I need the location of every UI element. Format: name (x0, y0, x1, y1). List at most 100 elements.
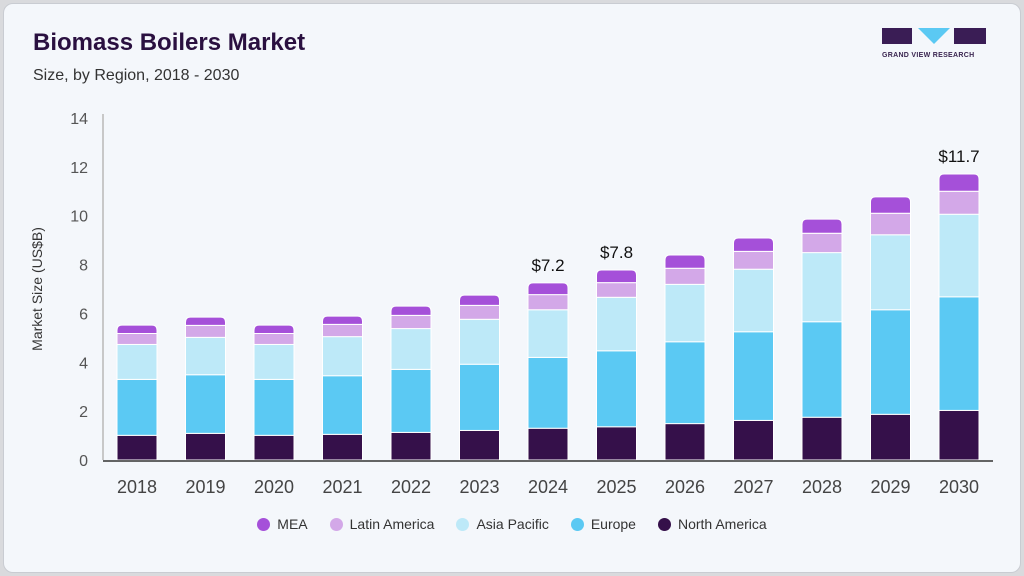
bar-segment-asia-pacific (733, 268, 774, 333)
x-tick-label: 2018 (117, 477, 157, 497)
legend-item-asia-pacific[interactable]: Asia Pacific (456, 516, 549, 532)
bar-segment-latin-america (938, 190, 980, 215)
bar-segment-mea (938, 173, 980, 192)
y-tick-label: 12 (70, 160, 88, 177)
bar-segment-europe (870, 309, 911, 415)
bar-segment-asia-pacific (801, 252, 843, 323)
x-tick-label: 2022 (391, 477, 431, 497)
bar-segment-europe (253, 378, 295, 436)
bar-segment-asia-pacific (527, 309, 569, 358)
bar-segment-europe (459, 363, 500, 431)
x-tick-label: 2020 (254, 477, 294, 497)
x-tick-label: 2030 (939, 477, 979, 497)
bar-segment-north-america (870, 413, 911, 461)
bar-segment-asia-pacific (116, 343, 158, 380)
bar-segment-mea (116, 324, 158, 334)
bar-segment-north-america (938, 409, 980, 461)
bar-segment-asia-pacific (322, 336, 363, 377)
bar-segment-latin-america (801, 232, 843, 254)
bar-segment-asia-pacific (185, 336, 226, 376)
legend-item-north-america[interactable]: North America (657, 516, 767, 532)
bar-segment-mea (664, 254, 706, 269)
bars: $7.2 $7.8 $11.7 (116, 147, 980, 461)
bar-segment-asia-pacific (253, 343, 295, 380)
y-axis: 0 2 4 6 8 10 12 14 (70, 111, 104, 470)
bar-segment-asia-pacific (390, 328, 432, 370)
bar-segment-latin-america (390, 314, 432, 330)
bar-segment-europe (527, 356, 569, 429)
legend-label: Europe (590, 516, 636, 532)
legend-label: Latin America (349, 516, 435, 532)
bar-segment-mea (527, 282, 569, 296)
bar-segment-mea (801, 218, 843, 234)
bar-segment-latin-america (733, 250, 774, 270)
bar-segment-asia-pacific (596, 296, 637, 352)
bar-segment-europe (390, 368, 432, 433)
legend-item-latin-america[interactable]: Latin America (329, 516, 435, 532)
total-data-label: $7.2 (531, 256, 564, 275)
bar-segment-north-america (459, 429, 500, 461)
y-tick-label: 14 (70, 111, 88, 128)
y-tick-label: 2 (79, 404, 88, 421)
bar-segment-asia-pacific (459, 318, 500, 365)
bar-segment-north-america (322, 433, 363, 461)
y-tick-label: 8 (79, 258, 88, 275)
bar-segment-latin-america (596, 282, 637, 298)
bar-segment-mea (870, 196, 911, 214)
x-tick-label: 2019 (185, 477, 225, 497)
y-tick-label: 10 (70, 209, 88, 226)
legend-swatch-icon (570, 517, 584, 531)
bar-segment-europe (116, 378, 158, 436)
x-tick-label: 2027 (733, 477, 773, 497)
legend-label: Asia Pacific (476, 516, 549, 532)
bar-segment-north-america (185, 432, 226, 461)
bar-segment-mea (322, 315, 363, 325)
legend-swatch-icon (329, 517, 343, 531)
bar-segment-latin-america (116, 332, 158, 345)
y-tick-label: 0 (79, 453, 88, 470)
x-tick-label: 2024 (528, 477, 568, 497)
bar-segment-europe (733, 331, 774, 421)
grand-view-research-logo: GRAND VIEW RESEARCH (882, 26, 986, 59)
bar-segment-north-america (116, 434, 158, 461)
bar-segment-mea (185, 316, 226, 326)
page-title: Biomass Boilers Market (33, 29, 306, 56)
bar-segment-europe (185, 374, 226, 434)
total-data-label: $11.7 (938, 147, 979, 166)
x-tick-label: 2023 (459, 477, 499, 497)
page-subtitle: Size, by Region, 2018 - 2030 (33, 67, 240, 84)
bar-segment-mea (390, 305, 432, 316)
x-tick-label: 2026 (665, 477, 705, 497)
logo-mark-icon (882, 28, 986, 44)
bar-segment-latin-america (664, 267, 706, 285)
total-data-label: $7.8 (600, 243, 633, 262)
bar-segment-asia-pacific (664, 283, 706, 343)
legend: MEA Latin America Asia Pacific Europe North … (0, 516, 1024, 532)
bar-segment-north-america (596, 426, 637, 461)
x-tick-label: 2025 (596, 477, 636, 497)
bar-segment-europe (938, 296, 980, 411)
bar-segment-europe (664, 341, 706, 425)
y-tick-label: 6 (79, 306, 88, 323)
bar-segment-asia-pacific (938, 213, 980, 298)
bar-segment-latin-america (870, 212, 911, 236)
legend-item-europe[interactable]: Europe (570, 516, 636, 532)
chart-card: Biomass Boilers Market Size, by Region, … (3, 3, 1021, 573)
logo-text: GRAND VIEW RESEARCH (882, 52, 975, 59)
legend-item-mea[interactable]: MEA (257, 516, 308, 532)
bar-segment-mea (459, 294, 500, 306)
bar-segment-asia-pacific (870, 234, 911, 311)
x-tick-label: 2029 (870, 477, 910, 497)
bar-segment-mea (596, 269, 637, 284)
bar-segment-north-america (664, 423, 706, 461)
bar-segment-latin-america (322, 323, 363, 338)
bar-segment-latin-america (185, 324, 226, 338)
bar-segment-europe (322, 375, 363, 435)
bar-segment-mea (253, 324, 295, 334)
bar-segment-north-america (733, 419, 774, 461)
bar-segment-north-america (801, 416, 843, 461)
legend-swatch-icon (657, 517, 671, 531)
x-tick-label: 2028 (802, 477, 842, 497)
bar-segment-mea (733, 237, 774, 252)
